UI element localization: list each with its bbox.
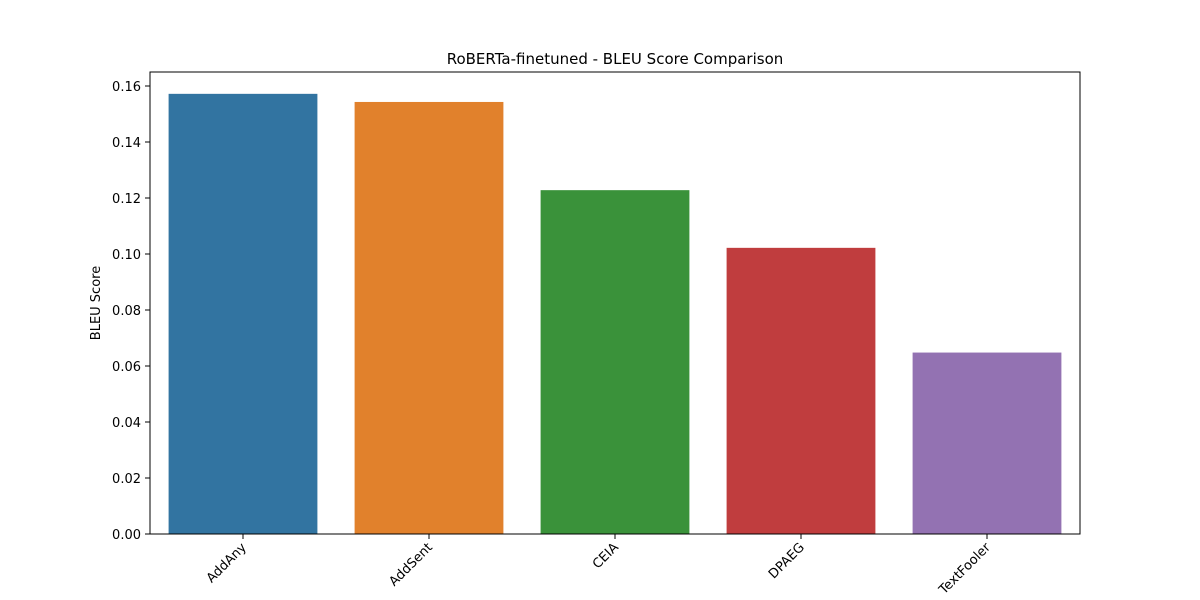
y-tick-label: 0.14: [112, 136, 141, 151]
x-tick-label: AddAny: [204, 540, 250, 586]
y-tick-label: 0.08: [112, 304, 141, 319]
bar-dpaeg: [726, 247, 876, 534]
bar-textfooler: [912, 352, 1062, 534]
y-axis-ticks: 0.00 0.02 0.04 0.06 0.08 0.10 0.12 0.14 0.16: [112, 80, 150, 543]
y-tick-label: 0.04: [112, 416, 141, 431]
y-tick-label: 0.10: [112, 248, 141, 263]
x-tick-label: TextFooler: [936, 540, 995, 599]
y-tick-label: 0.12: [112, 192, 141, 207]
y-tick-label: 0.06: [112, 360, 141, 375]
bar-ceia: [540, 190, 690, 534]
x-tick-label: DPAEG: [766, 540, 808, 582]
x-axis-ticks: AddAny AddSent CEIA DPAEG TextFooler: [204, 534, 994, 598]
y-axis-label: BLEU Score: [89, 266, 104, 340]
x-tick-label: CEIA: [590, 540, 622, 572]
y-tick-label: 0.16: [112, 80, 141, 95]
bar-addany: [168, 93, 318, 534]
plot-frame: [149, 71, 1081, 535]
bars-group: [168, 93, 1062, 535]
x-tick-label: AddSent: [386, 540, 435, 589]
y-tick-label: 0.02: [112, 472, 141, 487]
bar-addsent: [354, 101, 504, 535]
chart-title: RoBERTa-finetuned - BLEU Score Compariso…: [447, 50, 784, 68]
y-tick-label: 0.00: [112, 528, 141, 543]
